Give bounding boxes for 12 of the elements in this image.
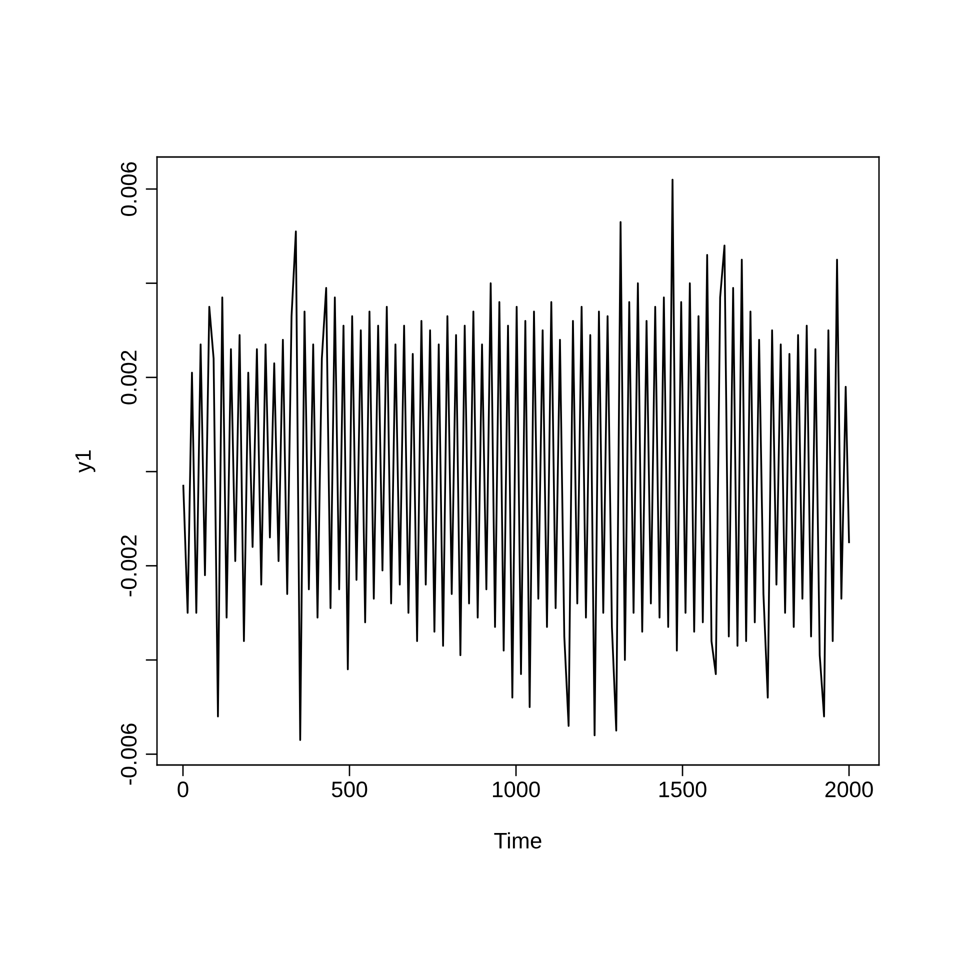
x-tick-label: 1000	[492, 782, 540, 798]
y-tick-label: 0.002	[120, 350, 137, 404]
line-series	[182, 178, 850, 741]
y-tick-label: -0.006	[120, 724, 137, 785]
y-axis-title: y1	[75, 450, 96, 473]
y-tick-label: 0.006	[120, 162, 137, 216]
x-tick-label: 500	[332, 782, 368, 798]
x-tick-label: 0	[178, 782, 188, 798]
x-tick-label: 2000	[825, 782, 873, 798]
x-tick-label: 1500	[659, 782, 706, 798]
y-tick-label: -0.002	[120, 535, 137, 596]
x-axis-title: Time	[494, 832, 542, 849]
